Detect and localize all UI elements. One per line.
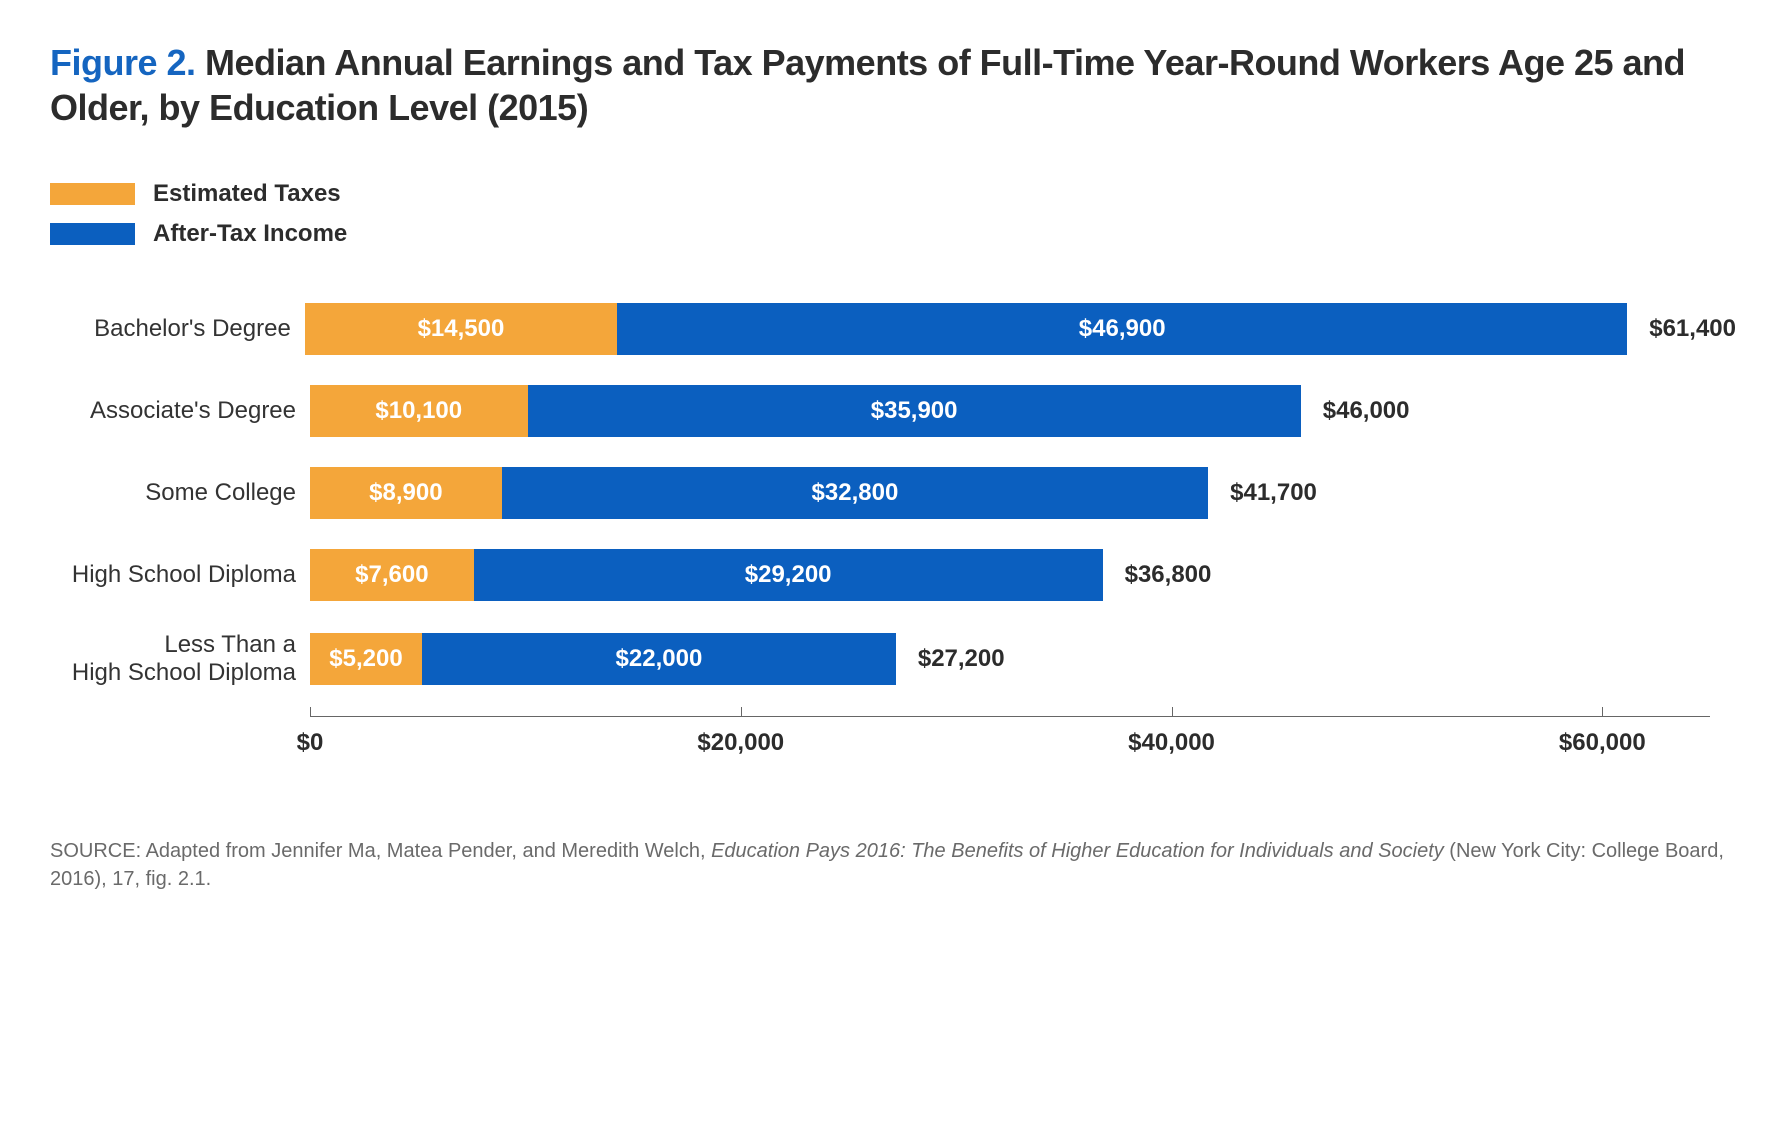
- category-label: High School Diploma: [50, 561, 310, 589]
- category-label: Some College: [50, 479, 310, 507]
- source-citation: SOURCE: Adapted from Jennifer Ma, Matea …: [50, 837, 1736, 893]
- chart: Bachelor's Degree$14,500$46,900 $61,400 As…: [50, 303, 1736, 767]
- bar-row: Less Than aHigh School Diploma$5,200$22,…: [50, 631, 1736, 686]
- bar-track: $7,600$29,200 $36,800: [310, 549, 1211, 601]
- source-italic: Education Pays 2016: The Benefits of Hig…: [711, 840, 1444, 862]
- bar-total-label: $36,800: [1125, 561, 1212, 589]
- axis-tick-label: $20,000: [697, 729, 784, 757]
- category-label: Less Than aHigh School Diploma: [50, 631, 310, 686]
- axis-tick-label: $0: [297, 729, 324, 757]
- bar-segment-aftertax: $46,900: [617, 303, 1627, 355]
- bar-segment-aftertax: $32,800: [502, 467, 1208, 519]
- bar-track: $14,500$46,900 $61,400: [305, 303, 1736, 355]
- category-label: Bachelor's Degree: [50, 315, 305, 343]
- legend-item-aftertax: After-Tax Income: [50, 220, 1736, 248]
- bar-row: Bachelor's Degree$14,500$46,900 $61,400: [50, 303, 1736, 355]
- legend-label-taxes: Estimated Taxes: [153, 180, 341, 208]
- bar-segment-aftertax: $29,200: [474, 549, 1103, 601]
- bar-segment-taxes: $7,600: [310, 549, 474, 601]
- axis-tick-label: $60,000: [1559, 729, 1646, 757]
- bar-segment-taxes: $8,900: [310, 467, 502, 519]
- bar-segment-aftertax: $35,900: [528, 385, 1301, 437]
- bar-row: High School Diploma$7,600$29,200 $36,800: [50, 549, 1736, 601]
- axis-tick: [310, 707, 311, 717]
- figure-label: Figure 2.: [50, 42, 196, 83]
- bar-track: $5,200$22,000 $27,200: [310, 633, 1005, 685]
- category-label: Associate's Degree: [50, 397, 310, 425]
- figure-title-text: Median Annual Earnings and Tax Payments …: [50, 42, 1685, 128]
- legend-swatch-aftertax: [50, 223, 135, 245]
- source-prefix: SOURCE: Adapted from Jennifer Ma, Matea …: [50, 840, 711, 862]
- bar-segment-aftertax: $22,000: [422, 633, 896, 685]
- axis-tick-label: $40,000: [1128, 729, 1215, 757]
- bar-rows: Bachelor's Degree$14,500$46,900 $61,400 As…: [50, 303, 1736, 686]
- axis-tick: [1602, 707, 1603, 717]
- bar-total-label: $61,400: [1649, 315, 1736, 343]
- bar-total-label: $46,000: [1323, 397, 1410, 425]
- legend-label-aftertax: After-Tax Income: [153, 220, 347, 248]
- bar-total-label: $41,700: [1230, 479, 1317, 507]
- bar-segment-taxes: $14,500: [305, 303, 617, 355]
- bar-track: $10,100$35,900 $46,000: [310, 385, 1410, 437]
- bar-segment-taxes: $10,100: [310, 385, 528, 437]
- bar-row: Associate's Degree$10,100$35,900 $46,000: [50, 385, 1736, 437]
- bar-track: $8,900$32,800 $41,700: [310, 467, 1317, 519]
- x-axis: $0$20,000$40,000$60,000: [310, 716, 1710, 767]
- figure-title: Figure 2. Median Annual Earnings and Tax…: [50, 40, 1736, 130]
- legend-swatch-taxes: [50, 183, 135, 205]
- axis-tick: [741, 707, 742, 717]
- bar-total-label: $27,200: [918, 645, 1005, 673]
- axis-tick: [1172, 707, 1173, 717]
- bar-segment-taxes: $5,200: [310, 633, 422, 685]
- legend: Estimated Taxes After-Tax Income: [50, 180, 1736, 248]
- legend-item-taxes: Estimated Taxes: [50, 180, 1736, 208]
- figure-container: Figure 2. Median Annual Earnings and Tax…: [0, 0, 1786, 933]
- bar-row: Some College$8,900$32,800 $41,700: [50, 467, 1736, 519]
